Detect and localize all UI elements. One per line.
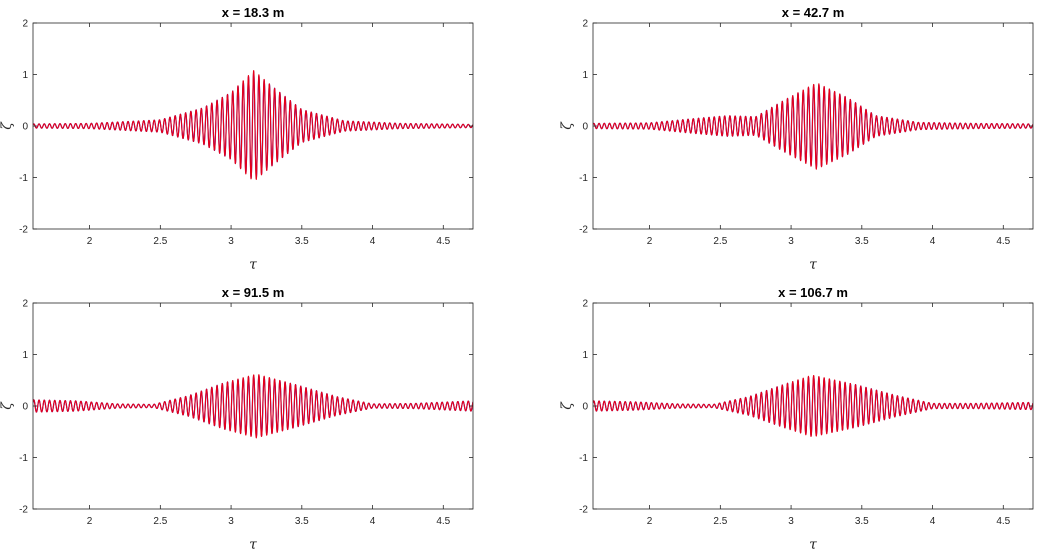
y-tick-label: 1 — [22, 70, 28, 81]
series-line-red — [593, 83, 1033, 170]
x-tick-label: 2.5 — [153, 516, 167, 527]
x-tick-label: 4.5 — [996, 516, 1010, 527]
y-tick-label: -2 — [579, 225, 588, 236]
y-tick-label: 2 — [582, 299, 588, 310]
y-tick-label: 2 — [22, 299, 28, 310]
x-tick-label: 4.5 — [436, 236, 450, 247]
y-tick-label: 1 — [582, 70, 588, 81]
x-tick-label: 4 — [370, 236, 376, 247]
x-tick-label: 4 — [930, 516, 936, 527]
x-axis-label: τ — [809, 257, 817, 273]
series-line-red — [33, 374, 473, 439]
y-axis-label: ζ — [559, 121, 575, 130]
y-axis-label: ζ — [0, 401, 15, 410]
x-tick-label: 3 — [228, 236, 234, 247]
x-tick-label: 2.5 — [153, 236, 167, 247]
x-tick-label: 3 — [228, 516, 234, 527]
x-tick-label: 3.5 — [855, 236, 869, 247]
y-axis-label: ζ — [0, 121, 15, 130]
x-tick-label: 2 — [87, 236, 93, 247]
subplot-title: x = 91.5 m — [222, 285, 285, 300]
series-group — [33, 70, 473, 180]
subplot-title: x = 42.7 m — [782, 5, 845, 20]
y-tick-label: -2 — [579, 505, 588, 516]
series-line-red — [33, 70, 473, 180]
x-tick-label: 3 — [788, 516, 794, 527]
x-tick-label: 3.5 — [295, 236, 309, 247]
series-group — [593, 374, 1033, 437]
x-tick-label: 4 — [930, 236, 936, 247]
x-tick-label: 3 — [788, 236, 794, 247]
subplot-title: x = 106.7 m — [778, 285, 848, 300]
x-tick-label: 2.5 — [713, 516, 727, 527]
y-tick-label: -1 — [579, 453, 588, 464]
x-tick-label: 4.5 — [996, 236, 1010, 247]
x-tick-label: 4.5 — [436, 516, 450, 527]
series-group — [593, 83, 1033, 170]
y-tick-label: 1 — [22, 350, 28, 361]
x-axis-label: τ — [809, 537, 817, 553]
x-tick-label: 2 — [647, 516, 653, 527]
subplot-top-right: 2 2.5 3 3.5 4 4.5 -2 -1 0 1 2 x = 42.7 m τ ζ — [559, 5, 1034, 273]
subplot-top-left: 2 2.5 3 3.5 4 4.5 -2 -1 0 1 2 x = 18.3 m τ ζ — [0, 5, 474, 273]
x-tick-label: 2 — [647, 236, 653, 247]
y-tick-label: 0 — [582, 122, 588, 133]
x-tick-label: 2 — [87, 516, 93, 527]
series-group — [33, 374, 473, 439]
subplot-bottom-right: 2 2.5 3 3.5 4 4.5 -2 -1 0 1 2 x = 106.7 m τ ζ — [559, 285, 1034, 553]
x-axis-label: τ — [249, 257, 257, 273]
y-tick-label: 0 — [22, 402, 28, 413]
y-tick-label: -2 — [19, 505, 28, 516]
x-tick-label: 4 — [370, 516, 376, 527]
subplot-bottom-left: 2 2.5 3 3.5 4 4.5 -2 -1 0 1 2 x = 91.5 m τ ζ — [0, 285, 474, 553]
y-tick-label: 0 — [22, 122, 28, 133]
x-tick-label: 3.5 — [855, 516, 869, 527]
y-tick-label: 0 — [582, 402, 588, 413]
x-tick-label: 2.5 — [713, 236, 727, 247]
x-tick-label: 3.5 — [295, 516, 309, 527]
x-axis-label: τ — [249, 537, 257, 553]
y-tick-label: 2 — [22, 19, 28, 30]
y-axis-label: ζ — [559, 401, 575, 410]
y-tick-label: -1 — [19, 173, 28, 184]
y-tick-label: 2 — [582, 19, 588, 30]
y-tick-label: -2 — [19, 225, 28, 236]
y-tick-label: -1 — [19, 453, 28, 464]
subplot-title: x = 18.3 m — [222, 5, 285, 20]
y-tick-label: 1 — [582, 350, 588, 361]
y-tick-label: -1 — [579, 173, 588, 184]
series-line-red — [593, 374, 1033, 437]
